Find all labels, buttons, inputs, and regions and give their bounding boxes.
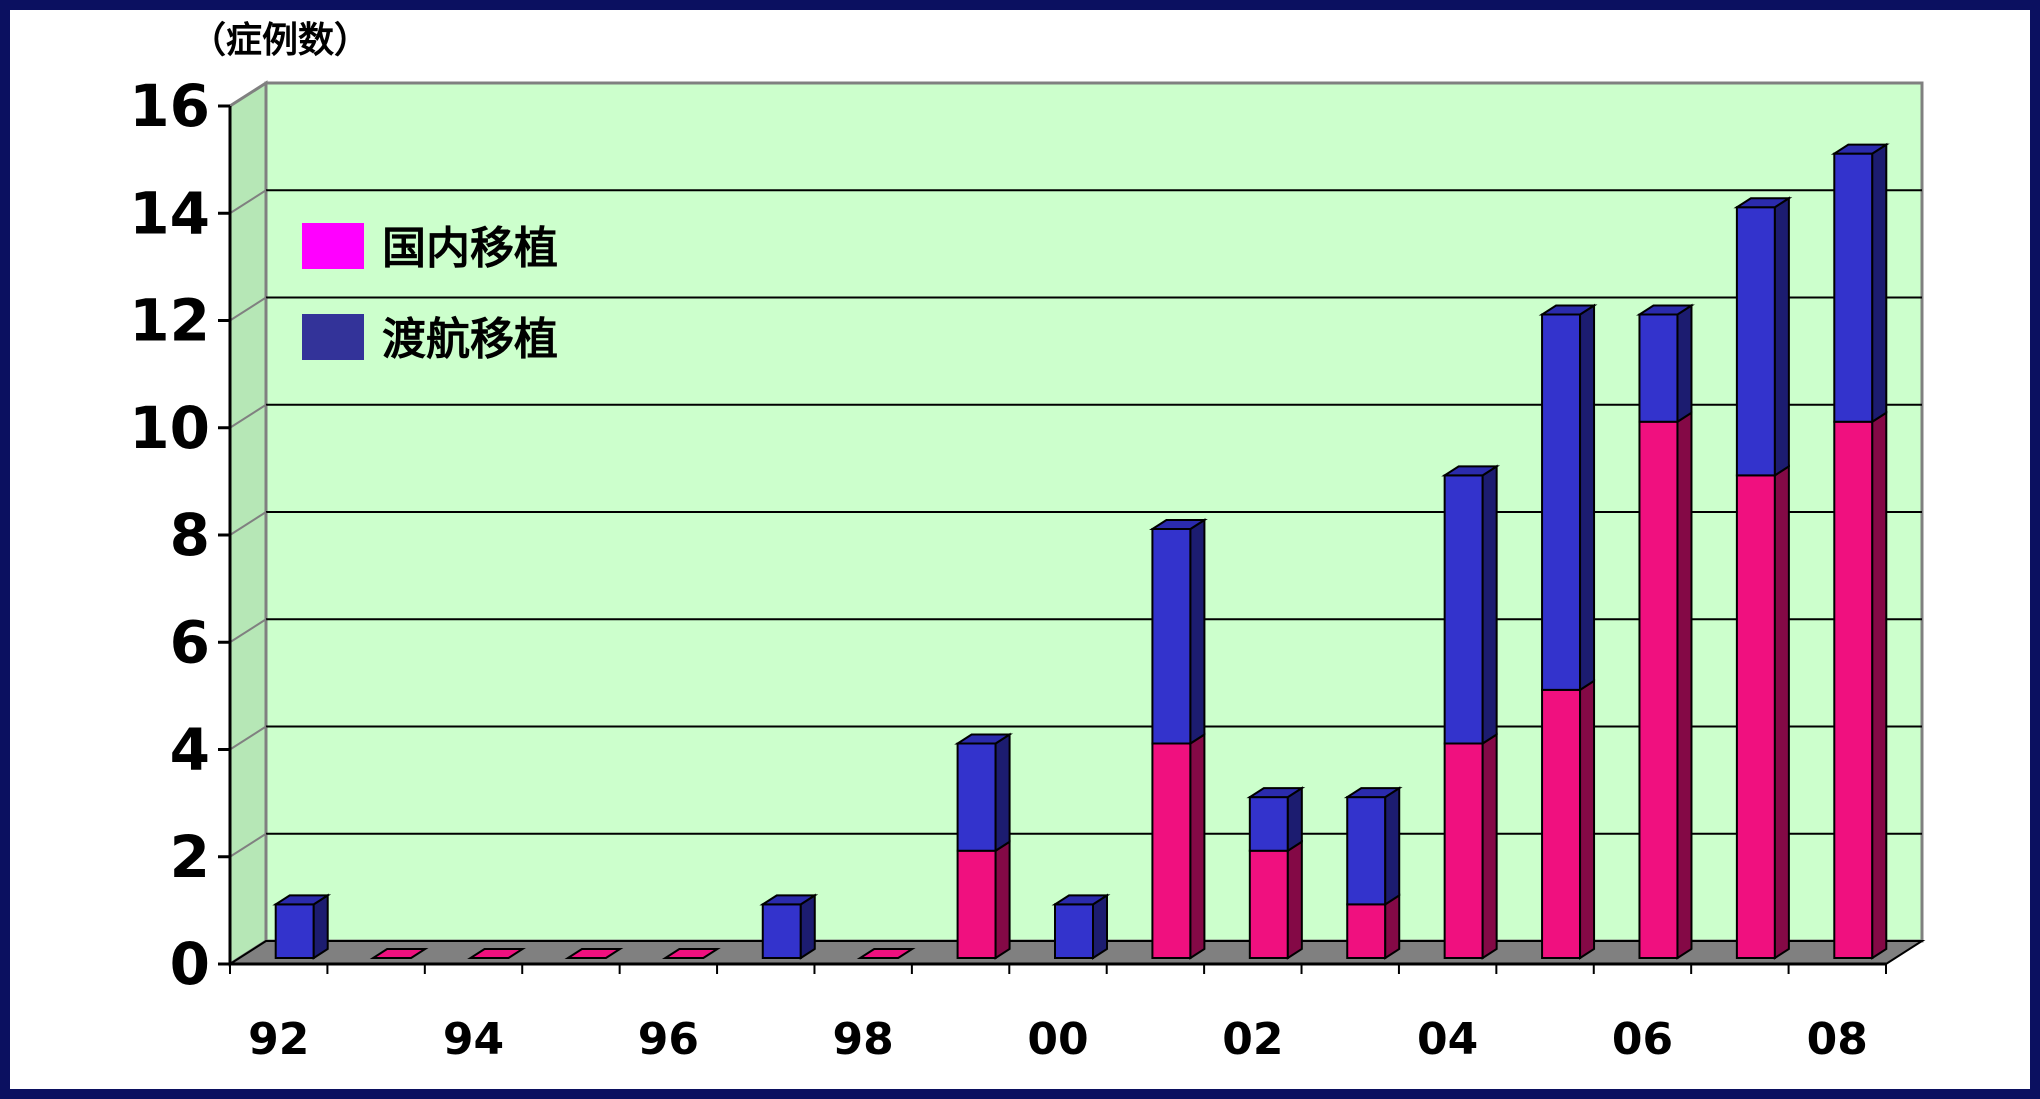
bar-06-s1 <box>1638 313 1679 423</box>
bar-02-s0-side <box>1286 839 1303 960</box>
bar-02-s1-side <box>1286 786 1303 853</box>
bar-04-s0-side <box>1481 732 1498 960</box>
grid-line-side <box>229 511 267 536</box>
y-tick-label: 12 <box>129 287 210 355</box>
y-axis-ticks: 0 2 4 6 8 10 12 14 16 <box>129 72 1886 998</box>
bar-06-s1-side <box>1676 303 1693 424</box>
y-tick-label: 0 <box>170 930 210 998</box>
legend-label-domestic: 国内移植 <box>382 223 558 274</box>
bar-02-s0 <box>1248 849 1289 959</box>
bar-zero-93 <box>369 948 429 959</box>
y-tick-label: 4 <box>170 716 210 784</box>
bar-05-s0-side <box>1579 679 1596 960</box>
legend: 国内移植 渡航移植 <box>302 223 558 365</box>
bar-07-s1-side <box>1773 196 1790 478</box>
legend-swatch-domestic <box>302 223 364 269</box>
bar-01-s1-side <box>1189 518 1206 746</box>
bar-00-s1-side <box>1092 893 1108 960</box>
y-tick-label: 6 <box>170 608 210 676</box>
x-tick-label: 06 <box>1612 1014 1673 1065</box>
bars <box>272 142 1890 960</box>
bar-97-s1 <box>761 903 802 959</box>
bar-04-s1-top <box>1441 465 1501 477</box>
bar-99-s1-top <box>954 733 1013 745</box>
bar-92-s1-side <box>312 893 329 960</box>
bar-00-s1-top <box>1051 894 1111 906</box>
bar-08-s1-top <box>1830 143 1890 155</box>
bar-08-s0 <box>1833 420 1874 959</box>
y-axis-unit-label: （症例数） <box>190 20 370 61</box>
bar-03-s1-side <box>1384 786 1401 907</box>
x-tick-label: 00 <box>1027 1014 1088 1065</box>
bar-05-s1-top <box>1538 304 1598 316</box>
y-tick-label: 8 <box>170 501 210 569</box>
bar-01-s0-side <box>1189 732 1206 960</box>
x-tick-label: 92 <box>248 1014 309 1065</box>
bar-97-s1-side <box>799 893 816 960</box>
bar-06-s0 <box>1638 420 1679 959</box>
bar-03-s1-top <box>1343 787 1403 799</box>
bar-zero-94 <box>467 948 526 959</box>
bar-04-s1-side <box>1481 464 1498 746</box>
x-tick-label: 04 <box>1417 1014 1478 1065</box>
grid-line-side <box>229 725 267 751</box>
bar-99-s0 <box>956 849 997 959</box>
legend-swatch-overseas <box>302 314 364 360</box>
bar-08-s1-side <box>1871 142 1888 424</box>
grid-line-side <box>229 832 267 858</box>
bar-08-s0-side <box>1871 410 1888 960</box>
bar-08-s1 <box>1833 152 1874 423</box>
x-tick-label: 94 <box>443 1014 504 1065</box>
bar-00-s1 <box>1054 903 1094 959</box>
bar-05-s1-side <box>1579 303 1596 692</box>
bar-05-s0 <box>1541 688 1582 959</box>
bar-97-s1-top <box>759 894 819 906</box>
bar-07-s0 <box>1735 474 1776 959</box>
legend-label-overseas: 渡航移植 <box>382 314 558 365</box>
y-tick-label: 10 <box>129 394 210 462</box>
bar-03-s1 <box>1346 796 1387 906</box>
bar-92-s1-top <box>272 894 332 906</box>
chart-panel: 0 2 4 6 8 10 12 14 16 92 94 96 98 00 02 04 06 08 （症例数） 国… <box>10 10 2030 1089</box>
bar-02-s1-top <box>1246 787 1306 799</box>
x-tick-label: 96 <box>638 1014 699 1065</box>
bar-zero-95 <box>564 948 624 959</box>
bar-04-s0 <box>1443 742 1484 959</box>
x-tick-label: 98 <box>833 1014 894 1065</box>
x-axis-ticks: 92 94 96 98 00 02 04 06 08 <box>229 964 1887 1065</box>
grid-line-side <box>229 189 267 215</box>
bar-01-s1-top <box>1149 519 1208 530</box>
bar-05-s1 <box>1541 313 1582 691</box>
bar-07-s0-side <box>1773 464 1790 960</box>
y-tick-label: 16 <box>129 72 210 140</box>
bar-92-s1 <box>274 903 315 959</box>
x-tick-label: 08 <box>1807 1014 1868 1065</box>
bar-99-s1 <box>956 742 997 852</box>
bar-99-s1-side <box>994 732 1011 853</box>
bar-01-s1 <box>1151 528 1192 745</box>
bar-99-s0-side <box>994 839 1011 960</box>
bar-zero-98 <box>856 948 916 959</box>
bar-06-s1-top <box>1636 304 1695 316</box>
x-tick-label: 02 <box>1222 1014 1283 1065</box>
bar-02-s1 <box>1248 796 1289 852</box>
bar-06-s0-side <box>1676 410 1693 960</box>
bar-01-s0 <box>1151 742 1192 959</box>
bar-07-s1 <box>1735 206 1776 477</box>
bar-04-s1 <box>1443 474 1484 745</box>
bar-03-s0-side <box>1384 893 1401 960</box>
y-tick-label: 14 <box>129 179 210 247</box>
grid-line-side <box>229 296 267 322</box>
y-tick-label: 2 <box>170 823 210 891</box>
bar-zero-96 <box>661 948 721 959</box>
bar-03-s0 <box>1346 903 1387 959</box>
grid-line-side <box>229 403 267 429</box>
bar-07-s1-top <box>1733 197 1793 209</box>
grid-line-side <box>229 618 267 644</box>
